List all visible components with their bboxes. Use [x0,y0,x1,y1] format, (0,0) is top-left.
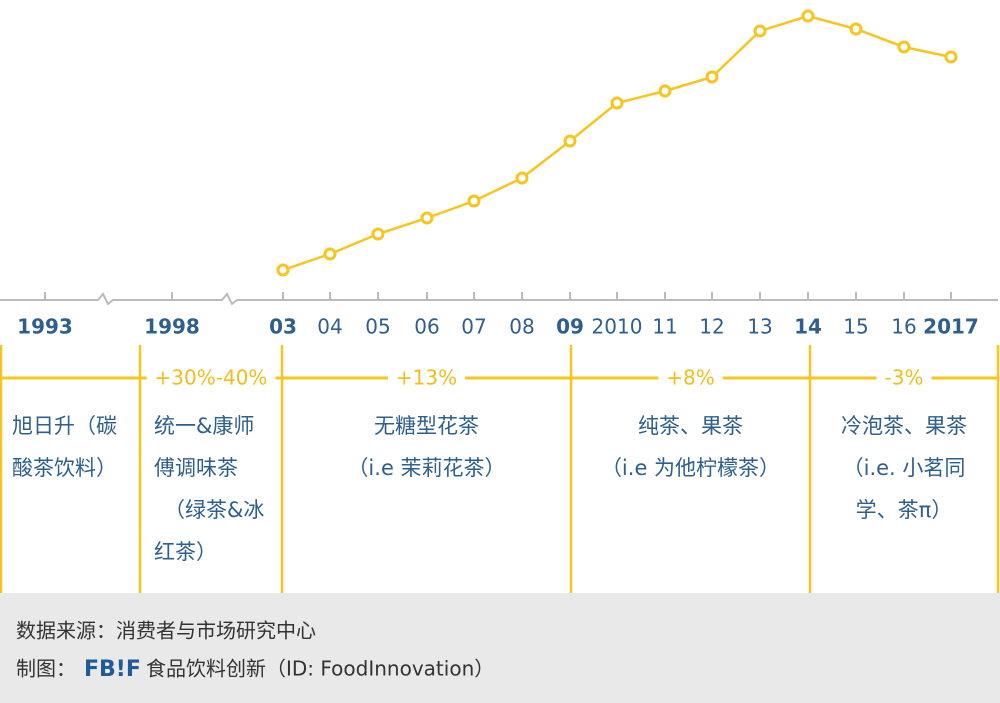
description: 纯茶、果茶 [638,414,743,438]
point [276,263,290,277]
description: 冷泡茶、果茶 [841,414,967,438]
description: 学、茶π） [856,498,953,522]
growth-bg [387,368,466,390]
x-axis [0,292,998,306]
point [849,22,863,36]
credit-prefix: 制图： [16,657,76,681]
growth-label: +13% [396,366,457,390]
point [467,194,481,208]
growth-bg [146,368,276,390]
point [658,84,672,98]
point [563,134,577,148]
point [610,96,624,110]
x-tick-label: 14 [794,315,822,339]
description: （绿茶&冰 [164,498,264,522]
point [705,70,719,84]
description: 统一&康师 [154,414,254,438]
x-tick-label: 2010 [592,315,643,339]
point [801,9,815,23]
x-tick-label: 08 [509,315,534,339]
growth-label: -3% [885,366,924,390]
growth-bg [876,368,932,390]
x-tick-label: 04 [317,315,342,339]
description: 红茶） [154,540,217,564]
credit: 食品饮料创新（ID: FoodInnovation） [146,657,494,681]
logo: FB!F [84,657,141,682]
x-tick-label: 2017 [923,315,979,339]
x-tick-label: 13 [747,315,772,339]
x-tick-label: 15 [843,315,868,339]
point [753,24,767,38]
x-tick-label: 07 [461,315,486,339]
x-tick-label: 06 [414,315,439,339]
description: 傅调味茶 [154,456,238,480]
x-tick-label: 05 [365,315,390,339]
point [371,227,385,241]
dividers [0,345,1000,593]
x-tick-label: 16 [891,315,916,339]
x-tick-label: 11 [652,315,677,339]
x-tick-label: 12 [699,315,724,339]
description: （i.e 茉莉花茶） [347,456,505,480]
point [944,50,958,64]
growth-label: +30%-40% [155,366,268,390]
x-tick-label: 03 [269,315,297,339]
point [323,247,337,261]
description: （i.e. 小茗同 [843,456,966,480]
point [515,171,529,185]
description: 无糖型花茶 [374,414,479,438]
x-tick-label: 1998 [144,315,200,339]
x-tick-label: 09 [556,315,584,339]
source: 数据来源：消费者与市场研究中心 [16,619,316,643]
x-tick-label: 1993 [17,315,73,339]
description: （i.e 为他柠檬茶） [601,456,780,480]
growth-label: +8% [666,366,715,390]
description: 酸茶饮料） [12,456,117,480]
description: 旭日升（碳 [12,414,117,438]
growth-bg [658,368,723,390]
point [420,211,434,225]
footer-bg [0,593,1000,703]
point [897,40,911,54]
